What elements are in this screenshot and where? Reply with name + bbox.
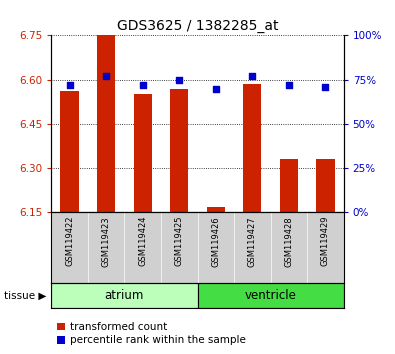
Text: GSM119427: GSM119427 xyxy=(248,216,257,267)
Bar xyxy=(207,206,225,212)
Text: atrium: atrium xyxy=(105,289,144,302)
Text: GSM119428: GSM119428 xyxy=(284,216,293,267)
Bar xyxy=(316,159,335,212)
Point xyxy=(213,86,219,91)
Bar xyxy=(198,283,344,308)
Text: tissue ▶: tissue ▶ xyxy=(4,291,46,301)
Text: GSM119422: GSM119422 xyxy=(65,216,74,267)
Point xyxy=(103,73,109,79)
Bar xyxy=(243,84,261,212)
Text: GSM119429: GSM119429 xyxy=(321,216,330,267)
Bar xyxy=(170,88,188,212)
Text: GSM119425: GSM119425 xyxy=(175,216,184,267)
Text: ventricle: ventricle xyxy=(245,289,297,302)
Bar xyxy=(60,91,79,212)
Point xyxy=(286,82,292,88)
Text: GSM119426: GSM119426 xyxy=(211,216,220,267)
Bar xyxy=(97,35,115,212)
Point xyxy=(322,84,329,90)
Title: GDS3625 / 1382285_at: GDS3625 / 1382285_at xyxy=(117,19,278,33)
Point xyxy=(176,77,182,82)
Bar xyxy=(134,95,152,212)
Point xyxy=(139,82,146,88)
Point xyxy=(249,73,256,79)
Bar xyxy=(51,283,198,308)
Text: GSM119424: GSM119424 xyxy=(138,216,147,267)
Point xyxy=(66,82,73,88)
Bar xyxy=(280,159,298,212)
Text: GSM119423: GSM119423 xyxy=(102,216,111,267)
Legend: transformed count, percentile rank within the sample: transformed count, percentile rank withi… xyxy=(56,322,246,345)
